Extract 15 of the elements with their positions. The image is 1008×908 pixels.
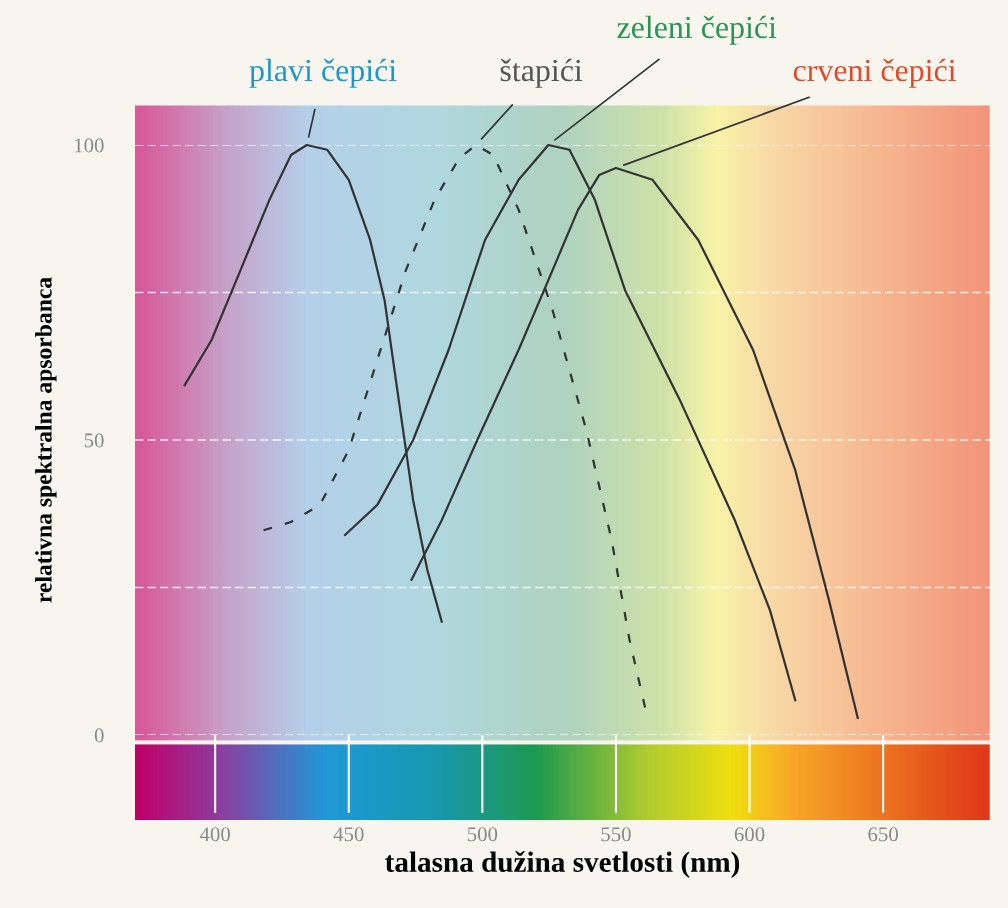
y-tick-label: 0 [94, 728, 104, 743]
x-tick-label: 450 [333, 827, 364, 842]
y-axis-title: relativna spektralna apsorbanca [35, 277, 57, 603]
text: crveni čepići [793, 58, 956, 88]
x-axis-title: talasna dužina svetlosti (nm) [385, 851, 740, 878]
text: zeleni čepići [617, 15, 777, 45]
x-tick-label: 650 [868, 827, 898, 842]
text: plavi čepići [249, 58, 397, 88]
x-tick-label: 500 [467, 827, 498, 842]
x-tick-label: 550 [601, 827, 631, 842]
x-tick-label: 400 [199, 827, 230, 842]
series-label: štapići [500, 58, 583, 88]
y-tick-label: 50 [84, 433, 104, 448]
x-tick-label: 600 [734, 827, 765, 842]
y-tick-label: 100 [75, 138, 104, 153]
